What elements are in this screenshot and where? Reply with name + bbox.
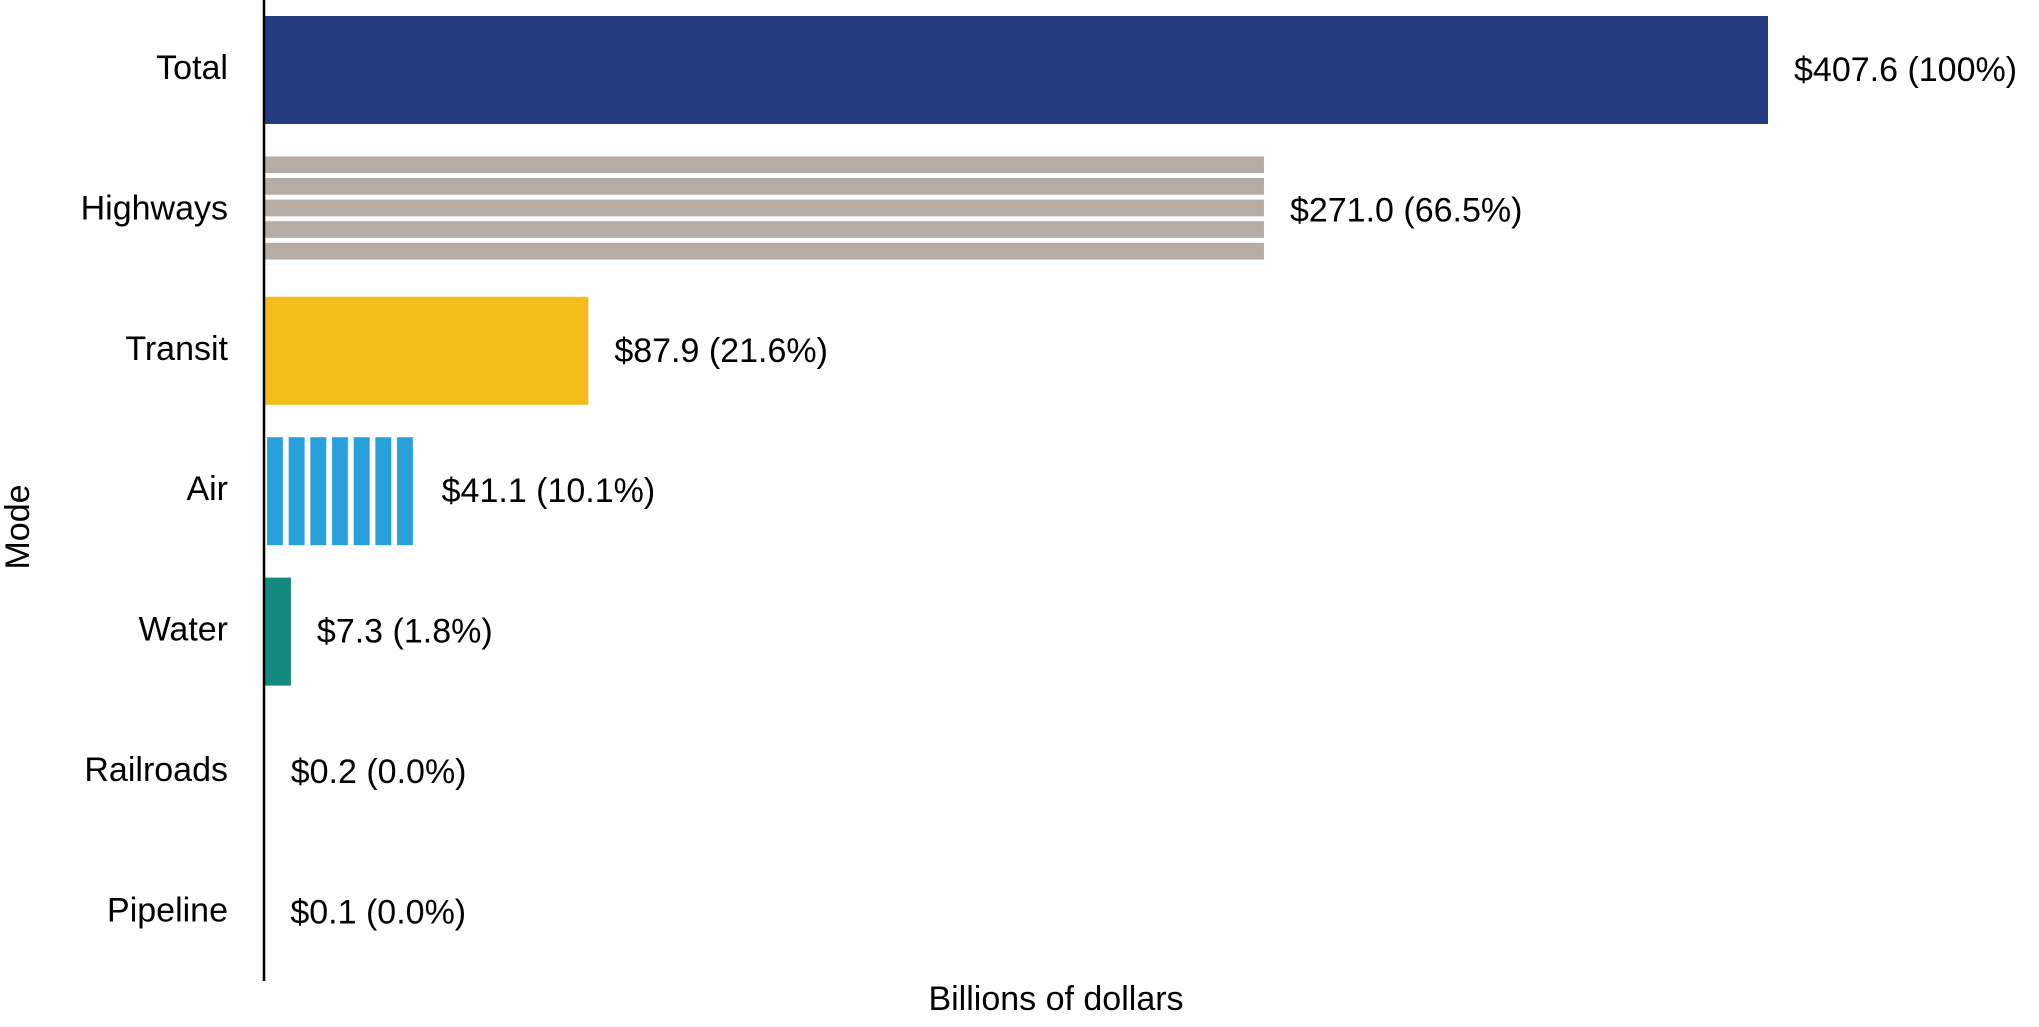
category-label: Highways xyxy=(81,189,228,227)
bar xyxy=(264,577,291,686)
value-label: $41.1 (10.1%) xyxy=(442,472,656,510)
category-label: Railroads xyxy=(84,751,228,789)
category-label: Water xyxy=(139,611,228,649)
bar xyxy=(264,296,589,405)
x-axis-title: Billions of dollars xyxy=(928,980,1183,1018)
category-label: Total xyxy=(156,49,228,87)
bars xyxy=(264,16,1768,967)
y-axis-title: Mode xyxy=(0,484,37,569)
category-label: Pipeline xyxy=(107,891,228,929)
value-label: $0.2 (0.0%) xyxy=(291,753,467,791)
bar xyxy=(264,437,416,546)
bar xyxy=(264,16,1768,124)
category-label: Air xyxy=(186,470,228,508)
value-label: $0.1 (0.0%) xyxy=(290,893,466,931)
value-label: $7.3 (1.8%) xyxy=(317,613,493,651)
category-label: Transit xyxy=(125,330,228,368)
value-label: $407.6 (100%) xyxy=(1794,51,2017,89)
value-label: $87.9 (21.6%) xyxy=(614,332,828,370)
value-label: $271.0 (66.5%) xyxy=(1290,191,1523,229)
bar xyxy=(264,156,1264,265)
